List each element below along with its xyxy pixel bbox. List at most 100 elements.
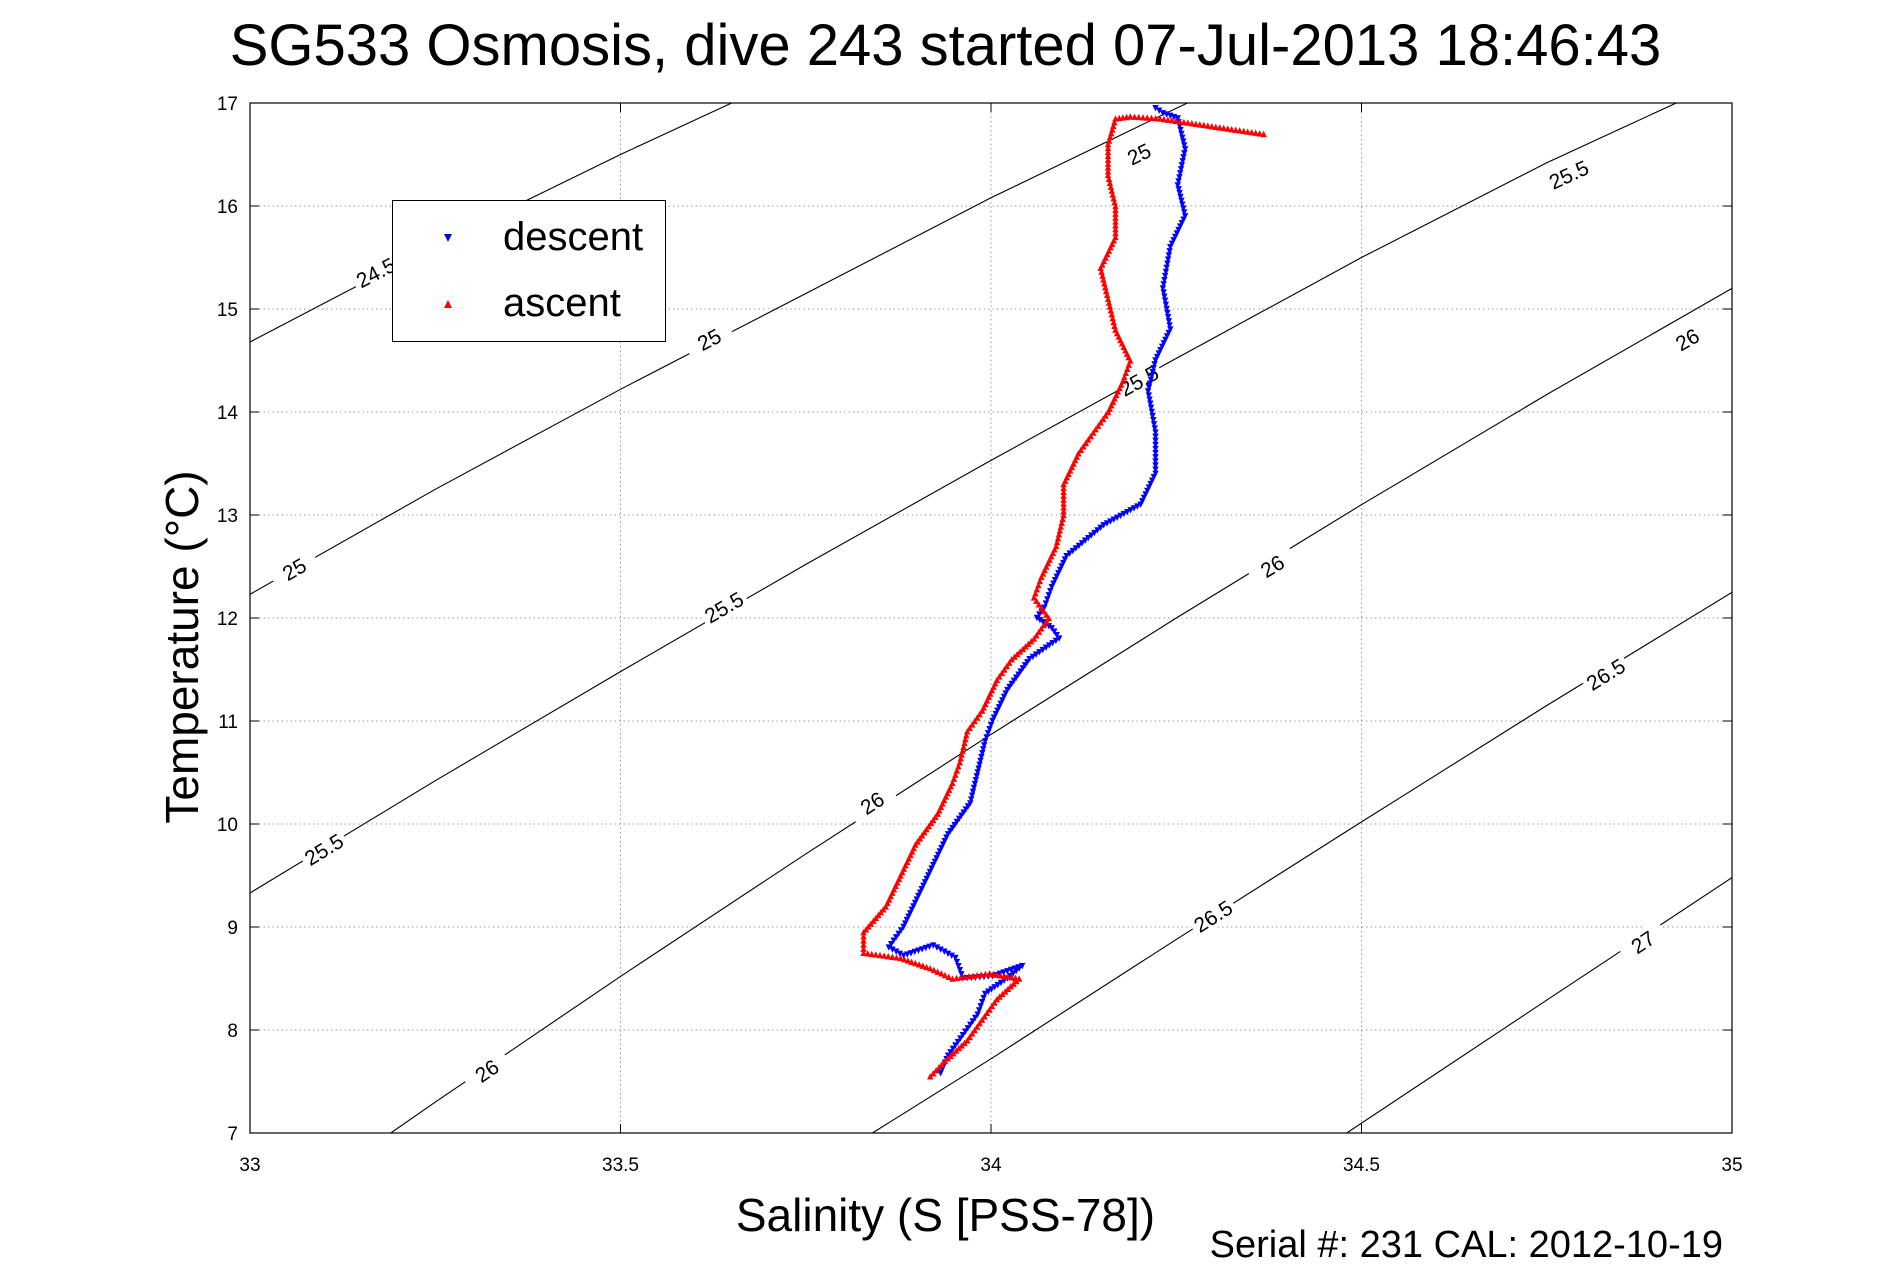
descent-point <box>1167 326 1174 333</box>
ascent-point <box>876 951 884 959</box>
descent-point <box>954 1038 962 1046</box>
contour-label-bg <box>1111 132 1166 175</box>
legend-item-descent: descent <box>393 211 665 271</box>
descent-point <box>1144 388 1152 395</box>
descent-point <box>936 848 944 855</box>
descent-point <box>981 990 989 998</box>
descent-point <box>1055 635 1063 642</box>
descent-point <box>1161 297 1169 304</box>
ascent-point <box>1033 631 1040 639</box>
ascent-point <box>1131 113 1138 120</box>
x-tick-label: 34 <box>980 1155 1002 1176</box>
descent-point <box>1046 642 1053 649</box>
ascent-point <box>1080 443 1087 450</box>
descent-point <box>918 886 925 893</box>
ascent-point <box>1033 597 1040 605</box>
descent-point <box>889 946 896 953</box>
descent-point <box>968 792 976 799</box>
ascent-point <box>1014 650 1021 658</box>
descent-point <box>926 943 933 951</box>
descent-point <box>1161 276 1168 284</box>
ascent-point <box>1105 299 1113 306</box>
ascent-point <box>1043 611 1050 618</box>
ascent-point <box>1055 531 1063 538</box>
descent-point <box>997 979 1005 987</box>
descent-point <box>1152 462 1159 469</box>
descent-point <box>1162 301 1170 309</box>
y-tick-label: 7 <box>227 1124 238 1145</box>
ascent-point <box>1057 523 1065 530</box>
descent-point <box>937 1070 944 1077</box>
ascent-point <box>923 963 930 971</box>
descent-point <box>986 726 993 733</box>
descent-point <box>999 697 1006 704</box>
descent-point <box>1075 542 1083 550</box>
descent-point <box>1048 583 1055 591</box>
x-axis-label: Salinity (S [PSS-78]) <box>735 1189 1156 1241</box>
ascent-point <box>1104 168 1112 175</box>
descent-point <box>953 958 961 966</box>
descent-point <box>1139 498 1146 505</box>
descent-point <box>1149 412 1156 420</box>
descent-point <box>1160 340 1167 347</box>
descent-point <box>1147 480 1154 488</box>
descent-point <box>944 950 952 957</box>
ascent-point <box>1104 141 1112 148</box>
descent-point <box>913 896 920 903</box>
ascent-point <box>971 1026 978 1034</box>
descent-point <box>969 1018 976 1025</box>
contour-label-bg <box>348 250 403 294</box>
ascent-point <box>938 970 945 977</box>
descent-point <box>1072 545 1080 552</box>
ascent-point <box>1110 318 1117 326</box>
ascent-point <box>904 957 912 964</box>
descent-point <box>1060 559 1067 567</box>
descent-point <box>974 1011 981 1018</box>
ascent-point <box>1060 504 1067 511</box>
contour-label-bg <box>1186 892 1240 939</box>
ascent-point <box>1030 594 1038 601</box>
y-tick-label: 16 <box>217 197 238 218</box>
descent-point <box>978 753 985 761</box>
descent-point <box>1163 333 1171 340</box>
descent-point <box>1174 182 1181 189</box>
ascent-point <box>1102 283 1109 291</box>
descent-point <box>888 940 895 948</box>
descent-point <box>1032 651 1040 658</box>
ascent-point <box>897 954 904 962</box>
ascent-point <box>927 1073 934 1080</box>
ascent-point <box>969 721 976 728</box>
descent-point <box>902 920 909 927</box>
descent-point <box>1165 329 1172 337</box>
ascent-point <box>1139 114 1147 121</box>
descent-point <box>1039 618 1047 626</box>
descent-point <box>1152 466 1159 473</box>
ascent-point <box>1004 985 1012 992</box>
descent-point <box>987 721 995 729</box>
ascent-point <box>1108 187 1115 194</box>
ascent-point <box>957 755 964 762</box>
ascent-point <box>1148 114 1155 122</box>
descent-point <box>1146 380 1154 387</box>
contour-label-group: 25 <box>1111 132 1166 175</box>
descent-point <box>905 913 912 920</box>
descent-point <box>1164 314 1172 321</box>
ascent-point <box>908 958 915 965</box>
descent-point <box>957 1035 964 1042</box>
ascent-point <box>959 747 966 754</box>
descent-point <box>1173 230 1181 237</box>
ascent-point <box>944 1055 952 1062</box>
descent-point <box>1056 566 1064 574</box>
descent-point <box>1180 205 1187 212</box>
descent-point <box>1158 343 1166 350</box>
ascent-point <box>1101 280 1108 287</box>
y-tick-label: 14 <box>217 403 239 424</box>
ascent-point <box>962 735 969 743</box>
ascent-point <box>1025 640 1032 647</box>
ascent-point <box>1008 974 1015 981</box>
descent-point <box>939 841 947 848</box>
ascent-point <box>860 949 867 956</box>
descent-point <box>1029 653 1037 661</box>
ascent-point <box>986 970 993 977</box>
ascent-point <box>1099 415 1107 423</box>
